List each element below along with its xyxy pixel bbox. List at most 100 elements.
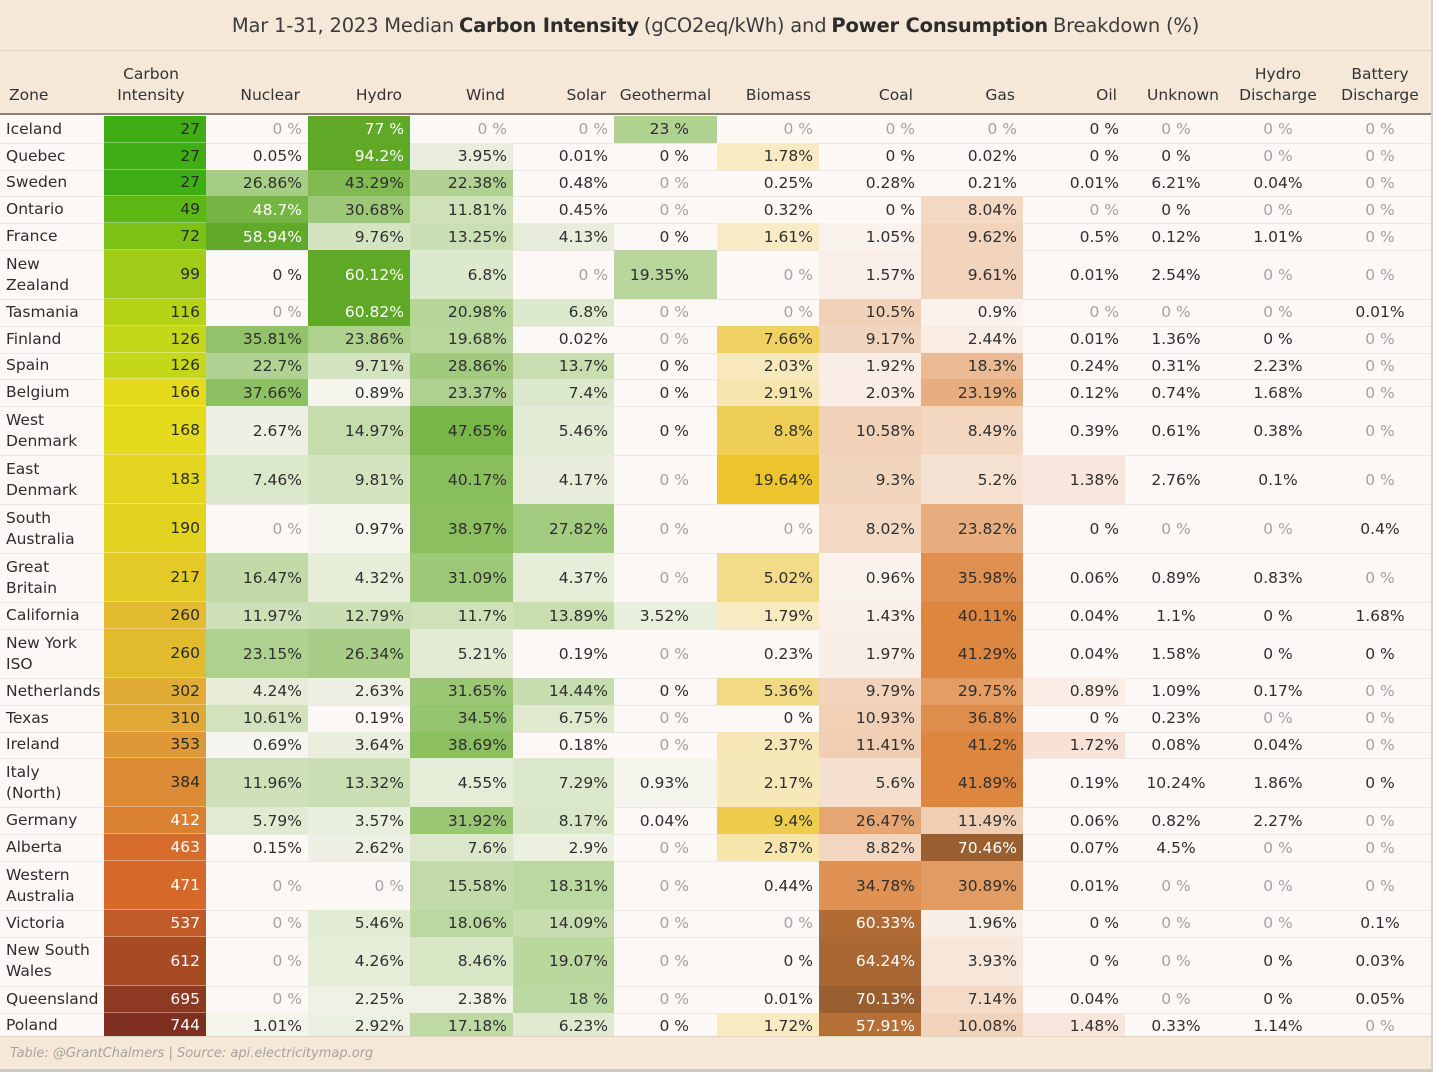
table-row: New South Wales 612 0 % 4.26% 8.46% 19.07% 0 %… (0, 936, 1431, 987)
share-cell: 0 % (1365, 470, 1395, 489)
source-footer: Table: @GrantChalmers | Source: api.elec… (0, 1036, 1431, 1069)
share-cell: 1.48% (1023, 1012, 1125, 1040)
share-cell: 3.52% (614, 602, 717, 629)
table-row: Sweden 27 26.86% 43.29% 22.38% 0.48% 0 % 0.25% 0… (0, 169, 1431, 198)
share-cell: 0 % (659, 682, 689, 701)
share-cell: 1.58% (1151, 644, 1201, 663)
share-cell: 47.65% (410, 406, 513, 456)
carbon-intensity-cell: 310 (104, 704, 206, 732)
share-cell: 0 % (659, 709, 689, 728)
share-cell: 0 % (783, 519, 813, 538)
table-row: Italy (North) 384 11.96% 13.32% 4.55% 7.29% 0.… (0, 758, 1431, 809)
share-cell: 14.44% (513, 678, 614, 705)
share-cell: 5.21% (410, 629, 513, 678)
share-cell: 13.25% (410, 223, 513, 250)
share-cell: 1.14% (1253, 1016, 1303, 1035)
share-cell: 0 % (272, 519, 302, 538)
zone-label: New York ISO (6, 633, 77, 673)
share-cell: 0.04% (1069, 606, 1119, 625)
share-cell: 0 % (272, 914, 302, 933)
share-cell: 0.17% (1253, 682, 1303, 701)
share-cell: 40.17% (410, 455, 513, 505)
share-cell: 7.14% (921, 985, 1023, 1013)
share-cell: 5.79% (206, 807, 308, 835)
share-cell: 0.45% (558, 200, 608, 219)
share-cell: 0.07% (1069, 838, 1119, 857)
share-cell: 0.61% (1151, 421, 1201, 440)
share-cell: 0 % (1089, 200, 1119, 219)
share-cell: 0 % (659, 568, 689, 587)
share-cell: 1.79% (717, 602, 819, 629)
carbon-intensity-cell: 190 (104, 504, 206, 554)
share-cell: 23.19% (921, 379, 1023, 407)
share-cell: 16.47% (206, 553, 308, 603)
zone-label: New South Wales (6, 941, 90, 981)
share-cell: 0 % (1365, 265, 1395, 284)
share-cell: 0 % (659, 519, 689, 538)
share-cell: 6.21% (1151, 173, 1201, 192)
carbon-intensity-cell: 116 (104, 299, 206, 326)
zone-label: Great Britain (6, 557, 58, 597)
share-cell: 0 % (1089, 914, 1119, 933)
share-cell: 0.74% (1151, 383, 1201, 402)
share-cell: 0 % (1089, 120, 1119, 139)
share-cell: 9.3% (819, 455, 921, 505)
share-cell: 6.23% (513, 1012, 614, 1040)
carbon-intensity-cell: 695 (104, 985, 206, 1013)
share-cell: 3.57% (308, 807, 410, 835)
share-cell: 1.92% (819, 352, 921, 380)
share-cell: 0 % (1365, 1016, 1395, 1035)
share-cell: 0 % (1365, 356, 1395, 375)
share-cell: 0.97% (308, 504, 410, 554)
table-row: Iceland 27 0 % 77 % 0 % 0 % 23 % 0 % 0 % 0 % 0 % 0 … (0, 116, 1431, 144)
share-cell: 22.38% (410, 169, 513, 197)
table-row: New Zealand 99 0 % 60.12% 6.8% 0 % 19.35% 0 % 1.… (0, 250, 1431, 300)
share-cell: 1.1% (1156, 606, 1196, 625)
table-header-row: Zone Carbon Intensity Nuclear Hydro Wind Sola… (0, 51, 1431, 115)
share-cell: 0.39% (1069, 421, 1119, 440)
share-cell: 10.08% (921, 1012, 1023, 1040)
share-cell: 0 % (885, 147, 915, 166)
share-cell: 0.48% (558, 173, 608, 192)
zone-label: Sweden (6, 173, 68, 192)
share-cell: 0 % (1263, 330, 1293, 349)
share-cell: 7.29% (513, 758, 614, 808)
carbon-intensity-cell: 384 (104, 758, 206, 808)
share-cell: 0 % (1365, 811, 1395, 830)
share-cell: 0 % (1161, 120, 1191, 139)
share-cell: 8.04% (921, 196, 1023, 224)
share-cell: 6.8% (513, 299, 614, 326)
share-cell: 94.2% (308, 142, 410, 170)
zone-label: West Denmark (6, 410, 78, 450)
share-cell: 0 % (477, 120, 507, 139)
table-row: Alberta 463 0.15% 2.62% 7.6% 2.9% 0 % 2.87% 8.82… (0, 834, 1431, 862)
share-cell: 7.66% (717, 325, 819, 353)
share-cell: 0.12% (1069, 383, 1119, 402)
share-cell: 3.95% (410, 142, 513, 170)
zone-label: Ireland (6, 735, 60, 754)
column-header: Carbon Intensity (117, 65, 185, 104)
zone-label: Belgium (6, 383, 70, 402)
share-cell: 4.26% (308, 936, 410, 986)
share-cell: 70.46% (921, 834, 1023, 861)
share-cell: 0.02% (558, 330, 608, 349)
share-cell: 0.01% (1069, 265, 1119, 284)
share-cell: 2.03% (717, 352, 819, 380)
carbon-intensity-cell: 183 (104, 455, 206, 505)
share-cell: 8.82% (819, 834, 921, 861)
share-cell: 12.79% (308, 602, 410, 629)
share-cell: 0 % (1365, 330, 1395, 349)
share-cell: 40.11% (921, 602, 1023, 629)
share-cell: 2.23% (1253, 356, 1303, 375)
share-cell: 0.19% (558, 644, 608, 663)
share-cell: 11.41% (819, 731, 921, 759)
share-cell: 11.7% (410, 602, 513, 629)
share-cell: 60.33% (819, 910, 921, 937)
column-header: Gas (985, 86, 1015, 104)
share-cell: 2.27% (1253, 811, 1303, 830)
zone-label: Ontario (6, 200, 64, 219)
zone-label: Queensland (6, 989, 99, 1008)
share-cell: 36.8% (921, 704, 1023, 732)
share-cell: 41.29% (921, 629, 1023, 678)
column-header: Hydro (355, 86, 402, 104)
